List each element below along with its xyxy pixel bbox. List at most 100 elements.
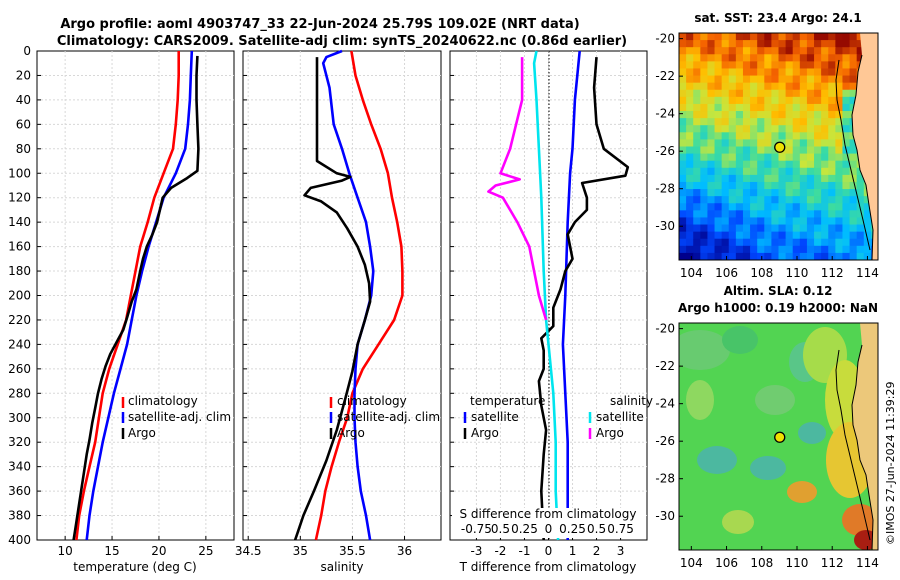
sst-cell xyxy=(757,111,765,119)
sst-cell xyxy=(707,40,716,48)
sst-cell xyxy=(714,224,723,233)
sst-cell xyxy=(863,210,872,219)
sst-cell xyxy=(693,40,701,48)
sst-cell xyxy=(806,125,815,133)
sst-cell xyxy=(693,189,701,197)
sst-cell xyxy=(799,146,808,155)
sst-cell xyxy=(814,245,822,254)
legend-label-temp-satellite: satellite xyxy=(471,410,519,424)
sst-cell xyxy=(856,40,865,48)
sst-cell xyxy=(842,160,851,169)
sst-cell xyxy=(750,203,758,211)
sst-cell xyxy=(806,118,815,126)
x-tick-label: 25 xyxy=(198,544,213,558)
sst-cell xyxy=(792,68,801,77)
sst-cell xyxy=(785,40,794,48)
sst-cell xyxy=(714,54,723,62)
sst-cell xyxy=(728,111,737,119)
sst-cell xyxy=(792,153,801,162)
depth-tick-label: 340 xyxy=(8,460,31,474)
lat-tick-label: -20 xyxy=(655,32,675,46)
sst-cell xyxy=(785,245,794,254)
sst-cell xyxy=(806,146,815,155)
sst-cell xyxy=(707,189,716,197)
sst-cell xyxy=(707,146,716,155)
depth-axis: 0 20 40 60 80 100 120 140 160 180 200 220 240 260 280 3… xyxy=(8,44,31,547)
sst-cell xyxy=(806,33,815,41)
sst-cell xyxy=(849,245,858,254)
sst-cell xyxy=(821,75,829,84)
sst-cell xyxy=(764,75,772,84)
sst-cell xyxy=(821,68,829,77)
sst-cell xyxy=(686,82,694,91)
sst-cell xyxy=(842,96,851,105)
sst-cell xyxy=(757,210,765,219)
sst-cell xyxy=(771,217,780,226)
sst-cell xyxy=(821,181,829,190)
sst-cell xyxy=(750,245,758,254)
sst-cell xyxy=(806,252,815,260)
sst-cell xyxy=(757,231,765,240)
sst-cell xyxy=(728,125,737,133)
sst-cell xyxy=(806,231,815,240)
sst-cell xyxy=(693,132,701,140)
temperature-xlabel: temperature (deg C) xyxy=(73,560,196,574)
sst-cell xyxy=(806,245,815,254)
x-tick-label: 0 xyxy=(545,544,553,558)
sst-cell xyxy=(693,238,701,247)
sst-cell xyxy=(700,160,709,169)
depth-tick-label: 280 xyxy=(8,386,31,400)
sst-cell xyxy=(686,167,694,176)
sst-cell xyxy=(785,82,794,91)
sst-cell xyxy=(828,103,836,112)
sst-cell xyxy=(764,238,772,247)
depth-tick-label: 40 xyxy=(16,93,31,107)
sst-cell xyxy=(764,68,772,77)
sst-cell xyxy=(693,210,701,219)
sst-cell xyxy=(835,103,844,112)
sst-cell xyxy=(799,167,808,176)
legend-title-salinity: salinity xyxy=(610,394,653,408)
sst-cell xyxy=(679,139,687,148)
sst-cell xyxy=(721,245,730,254)
sst-cell xyxy=(799,68,808,77)
legend-label-sal-argo: Argo xyxy=(596,426,624,440)
sst-cell xyxy=(742,111,751,119)
sst-cell xyxy=(849,82,858,91)
temperature-legend: climatology satellite-adj. clim Argo xyxy=(121,394,231,440)
sst-cell xyxy=(721,174,730,183)
sst-cell xyxy=(849,33,858,41)
t-difference-xlabel: T difference from climatology xyxy=(459,560,637,574)
sst-cell xyxy=(700,196,709,204)
sst-cell xyxy=(799,210,808,219)
sst-cell xyxy=(714,111,723,119)
sst-cell xyxy=(792,210,801,219)
lat-tick-label: -22 xyxy=(655,69,675,83)
sst-cell xyxy=(707,75,716,84)
sst-cell xyxy=(828,224,836,233)
sst-cell xyxy=(771,196,780,204)
sst-cell xyxy=(693,75,701,84)
sst-cell xyxy=(771,167,780,176)
sst-cell xyxy=(799,82,808,91)
sst-cell xyxy=(693,54,701,62)
sst-cell xyxy=(721,89,730,98)
sst-cell xyxy=(828,82,836,91)
sst-cell xyxy=(686,75,694,84)
sst-cell xyxy=(679,181,687,190)
sst-cell xyxy=(679,174,687,183)
sst-cell xyxy=(849,181,858,190)
sst-cell xyxy=(828,125,836,133)
sst-cell xyxy=(679,238,687,247)
sst-cell xyxy=(785,68,794,77)
sst-cell xyxy=(742,210,751,219)
sst-cell xyxy=(700,238,709,247)
sla-map: Altim. SLA: 0.12 Argo h1000: 0.19 h2000:… xyxy=(655,284,878,570)
sst-cell xyxy=(679,203,687,211)
sst-cell xyxy=(835,189,844,197)
sst-cell xyxy=(771,153,780,162)
sst-cell xyxy=(686,153,694,162)
sst-cell xyxy=(679,111,687,119)
sla-map-title-line1: Altim. SLA: 0.12 xyxy=(724,284,833,298)
sst-cell xyxy=(821,174,829,183)
